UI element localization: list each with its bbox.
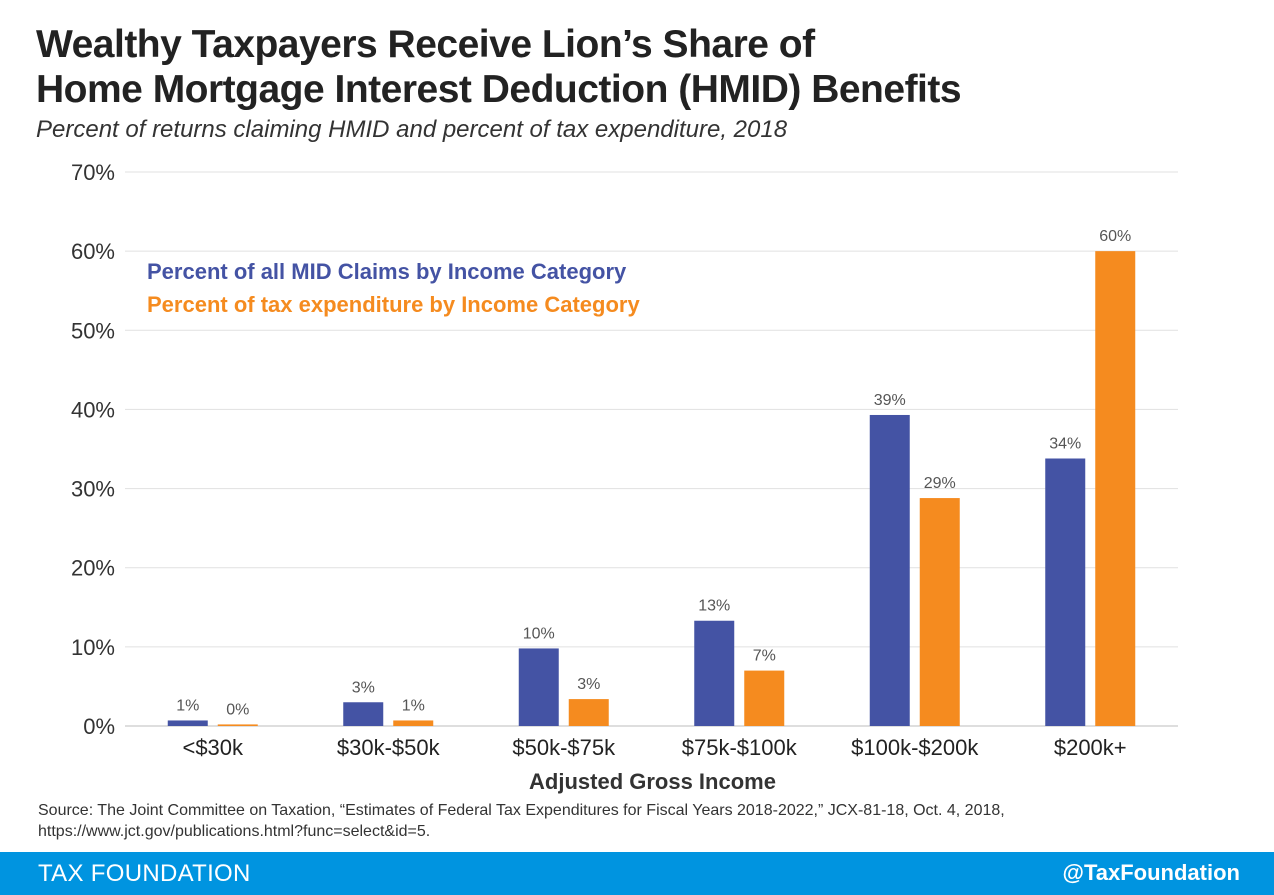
bar-claims-2 <box>518 648 559 726</box>
bar-expenditure-3 <box>744 670 785 726</box>
bar-expenditure-2 <box>568 699 609 726</box>
footer-handle[interactable]: @TaxFoundation <box>1062 860 1240 885</box>
legend-entry-expenditure: Percent of tax expenditure by Income Cat… <box>147 292 640 317</box>
chart-title-line-2: Home Mortgage Interest Deduction (HMID) … <box>36 68 962 111</box>
data-label: 1% <box>402 697 425 714</box>
bar-claims-0 <box>167 720 208 726</box>
y-tick-label: 70% <box>71 160 115 185</box>
footer-bar: TAX FOUNDATION @TaxFoundation <box>0 852 1274 895</box>
data-label: 3% <box>577 676 600 693</box>
y-tick-label: 10% <box>71 635 115 660</box>
source-line-1: Source: The Joint Committee on Taxation,… <box>38 802 1005 819</box>
x-tick-label: <$30k <box>182 735 244 760</box>
bar-chart: 0% 10% 20% 30% 40% 50% 60% 70% 1% 0% <$30k 3% 1% $30k… <box>71 160 1178 794</box>
data-label: 39% <box>874 392 906 409</box>
x-axis-title: Adjusted Gross Income <box>529 769 776 794</box>
bar-expenditure-1 <box>393 720 434 726</box>
data-label: 3% <box>352 679 375 696</box>
source-note: Source: The Joint Committee on Taxation,… <box>38 800 1238 842</box>
bar-expenditure-0 <box>217 724 258 726</box>
y-tick-label: 40% <box>71 397 115 422</box>
y-tick-label: 20% <box>71 556 115 581</box>
x-tick-label: $75k-$100k <box>682 735 798 760</box>
bar-expenditure-4 <box>919 498 960 726</box>
x-tick-label: $50k-$75k <box>512 735 616 760</box>
data-label: 13% <box>698 598 730 615</box>
data-label: 0% <box>226 701 249 718</box>
legend-entry-claims: Percent of all MID Claims by Income Cate… <box>147 259 627 284</box>
y-tick-label: 60% <box>71 239 115 264</box>
bar-expenditure-5 <box>1095 251 1136 726</box>
y-tick-label: 0% <box>83 714 115 739</box>
bar-claims-1 <box>343 702 384 726</box>
y-tick-label: 30% <box>71 477 115 502</box>
data-label: 10% <box>523 625 555 642</box>
footer-brand: TAX FOUNDATION <box>38 860 251 887</box>
data-label: 1% <box>176 697 199 714</box>
x-tick-label: $30k-$50k <box>337 735 441 760</box>
bar-claims-3 <box>694 620 735 726</box>
chart-subtitle: Percent of returns claiming HMID and per… <box>36 116 788 143</box>
y-tick-label: 50% <box>71 318 115 343</box>
chart-title-line-1: Wealthy Taxpayers Receive Lion’s Share o… <box>36 23 815 66</box>
x-tick-label: $100k-$200k <box>851 735 979 760</box>
data-label: 29% <box>924 475 956 492</box>
data-label: 7% <box>753 648 776 665</box>
data-label: 34% <box>1049 435 1081 452</box>
source-line-2: https://www.jct.gov/publications.html?fu… <box>38 823 431 840</box>
chart-title: Wealthy Taxpayers Receive Lion’s Share o… <box>36 22 962 112</box>
x-tick-label: $200k+ <box>1054 735 1127 760</box>
data-label: 60% <box>1099 228 1131 245</box>
bar-claims-4 <box>869 414 910 726</box>
bar-claims-5 <box>1045 458 1086 726</box>
